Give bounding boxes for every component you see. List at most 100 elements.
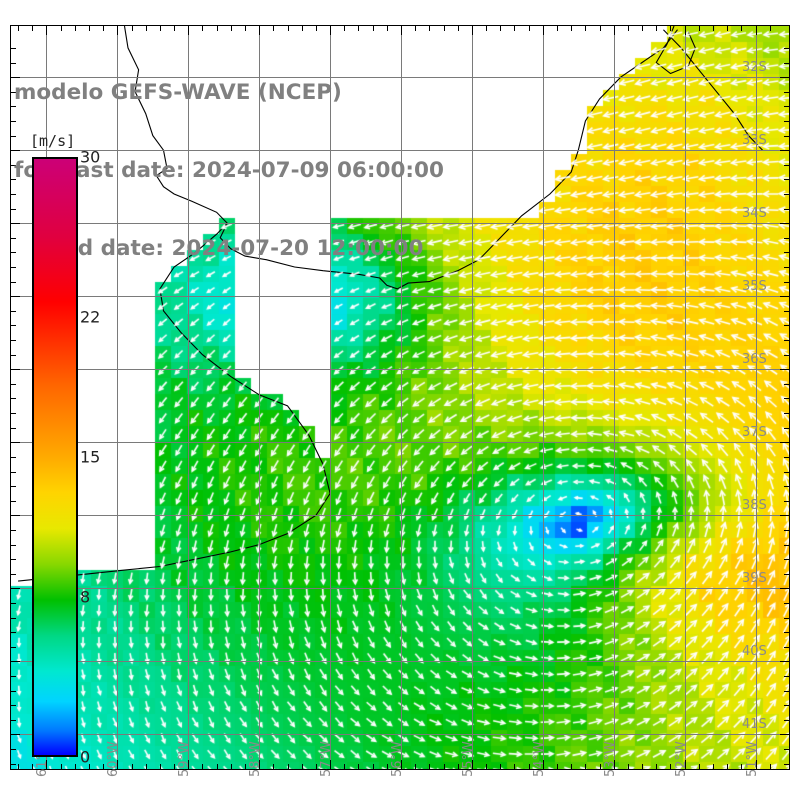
axis-tick [784,165,789,166]
axis-tick [401,26,402,35]
axis-tick [344,764,345,769]
axis-tick [780,515,789,516]
lat-label-41S: 41S [742,717,767,733]
axis-tick [780,296,789,297]
lat-label-38S: 38S [742,498,767,514]
colorbar-tick-30: 30 [80,147,101,167]
gridline-lon-60°W [117,26,118,769]
axis-tick [11,165,16,166]
axis-tick [784,618,789,619]
axis-tick [11,179,16,180]
axis-tick [117,26,118,35]
axis-tick [784,63,789,64]
axis-tick [784,486,789,487]
axis-tick [316,764,317,769]
axis-tick [11,428,16,429]
axis-tick [288,26,289,31]
gridline-lon-52°W [685,26,686,769]
map-frame [10,25,790,770]
axis-tick [11,545,16,546]
axis-tick [373,26,374,31]
axis-tick [557,26,558,31]
axis-tick [784,194,789,195]
axis-tick [514,26,515,31]
axis-tick [756,760,757,769]
axis-tick [784,106,789,107]
axis-tick [117,760,118,769]
axis-tick [11,136,16,137]
axis-tick [146,764,147,769]
axis-tick [713,26,714,31]
axis-tick [11,501,16,502]
axis-tick [784,428,789,429]
gridline-lon-59°W [188,26,189,769]
axis-tick [600,764,601,769]
axis-tick [628,26,629,31]
lon-label-51°W: 51°W [744,741,760,777]
axis-tick [784,559,789,560]
axis-tick [11,150,20,151]
axis-tick [784,209,789,210]
axis-tick [259,26,260,35]
axis-tick [11,647,16,648]
axis-tick [231,764,232,769]
axis-tick [259,760,260,769]
axis-tick [387,764,388,769]
lon-label-57°W: 57°W [319,741,335,777]
axis-tick [784,384,789,385]
axis-tick [784,355,789,356]
axis-tick [571,764,572,769]
axis-tick [656,26,657,31]
axis-tick [11,121,16,122]
axis-tick [784,457,789,458]
axis-tick [11,384,16,385]
colorbar-tick-15: 15 [80,447,101,467]
axis-tick [780,442,789,443]
lat-label-35S: 35S [742,279,767,295]
axis-tick [784,545,789,546]
axis-tick [11,457,16,458]
axis-tick [75,764,76,769]
lat-label-32S: 32S [742,60,767,76]
lat-label-39S: 39S [742,571,767,587]
lon-label-59°W: 59°W [177,741,193,777]
axis-tick [160,764,161,769]
axis-tick [713,764,714,769]
axis-tick [780,77,789,78]
axis-tick [429,764,430,769]
axis-tick [11,472,16,473]
axis-tick [784,603,789,604]
axis-tick [245,764,246,769]
axis-tick [642,26,643,31]
axis-tick [784,749,789,750]
axis-tick [46,26,47,35]
lon-label-53°W: 53°W [602,741,618,777]
axis-tick [358,764,359,769]
axis-tick [600,26,601,31]
axis-tick [444,764,445,769]
axis-tick [11,574,16,575]
axis-tick [11,48,16,49]
axis-tick [174,26,175,31]
axis-tick [103,764,104,769]
axis-tick [89,26,90,31]
axis-tick [656,764,657,769]
axis-tick [11,413,16,414]
axis-tick [132,764,133,769]
axis-tick [784,574,789,575]
lat-label-40S: 40S [742,644,767,660]
axis-tick [780,661,789,662]
colorbar [32,157,78,757]
axis-tick [11,720,16,721]
axis-tick [784,647,789,648]
axis-tick [784,179,789,180]
axis-tick [699,764,700,769]
axis-tick [784,238,789,239]
axis-tick [11,209,16,210]
axis-tick [46,760,47,769]
axis-tick [727,764,728,769]
gridline-lat-38S [11,515,789,516]
axis-tick [699,26,700,31]
axis-tick [415,26,416,31]
axis-tick [11,530,16,531]
